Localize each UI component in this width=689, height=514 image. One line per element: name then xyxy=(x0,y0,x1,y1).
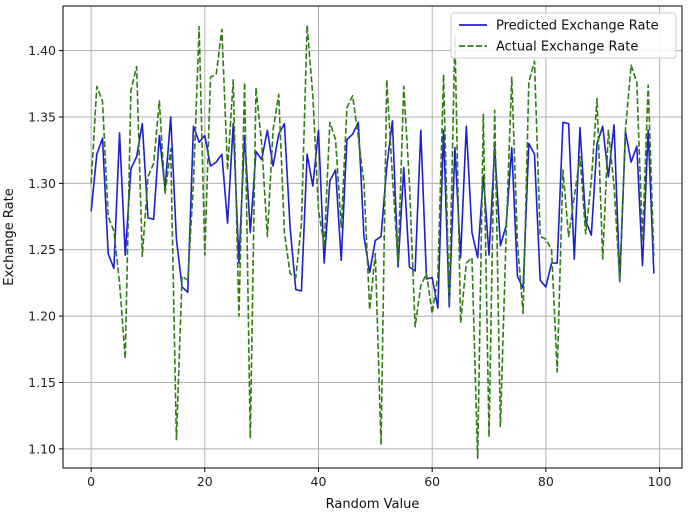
x-tick-label: 80 xyxy=(538,474,554,489)
x-tick-label: 60 xyxy=(424,474,440,489)
x-tick-label: 40 xyxy=(311,474,327,489)
series-layer xyxy=(90,24,655,459)
y-tick-label: 1.35 xyxy=(28,109,56,124)
plot-frame xyxy=(62,5,683,469)
y-tick-label: 1.20 xyxy=(28,309,56,324)
legend-label-actual: Actual Exchange Rate xyxy=(496,40,638,55)
y-tick-label: 1.10 xyxy=(28,441,56,456)
y-tick-label: 1.15 xyxy=(28,375,56,390)
x-tick-label: 100 xyxy=(648,474,672,489)
series-actual-line xyxy=(90,24,655,459)
x-tick-label: 0 xyxy=(87,474,95,489)
y-axis-label: Exchange Rate xyxy=(2,188,17,285)
series-predicted-line xyxy=(90,116,655,309)
legend-box xyxy=(450,12,677,59)
x-axis-label: Random Value xyxy=(326,497,420,512)
y-tick-label: 1.40 xyxy=(28,43,56,58)
y-tick-label: 1.30 xyxy=(28,176,56,191)
x-tick-label: 20 xyxy=(197,474,213,489)
legend-label-predicted: Predicted Exchange Rate xyxy=(496,19,659,34)
legend: Predicted Exchange Rate Actual Exchange … xyxy=(450,12,677,59)
y-tick-label: 1.25 xyxy=(28,242,56,257)
tick-layer: 0 20 40 60 80 100 1.10 1.15 1.20 1.25 1.30 1.35 1.40 xyxy=(28,43,671,489)
